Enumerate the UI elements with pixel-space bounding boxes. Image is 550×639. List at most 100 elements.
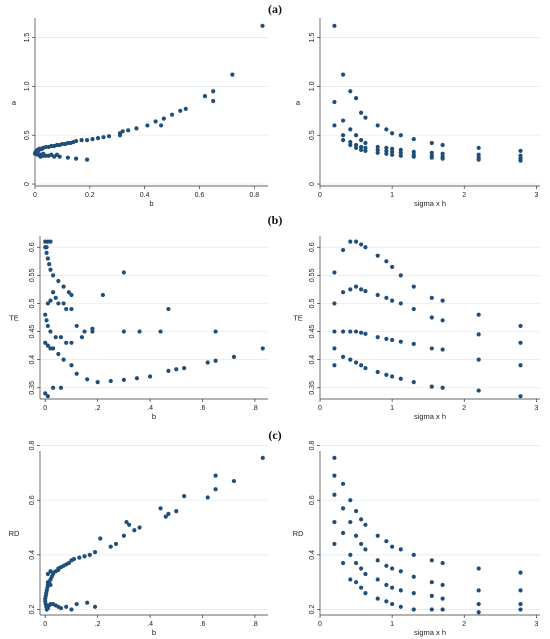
x-axis-label: sigma x h	[414, 412, 446, 421]
data-point	[353, 533, 359, 538]
data-point	[213, 487, 218, 492]
data-point	[518, 570, 523, 575]
data-point	[153, 119, 158, 124]
data-point	[332, 473, 337, 478]
data-point	[82, 554, 87, 559]
data-point	[429, 346, 434, 351]
data-point	[411, 380, 416, 385]
data-point	[363, 148, 368, 153]
data-point	[74, 156, 79, 161]
data-point	[74, 371, 79, 376]
y-tick-label: 0.55	[29, 268, 36, 282]
data-point	[51, 385, 56, 390]
data-point	[340, 560, 346, 566]
scatter-panel: 0 0.5 1.0 1.5 0 0.2 0.4 0.6 0.8 b a	[12, 18, 268, 208]
data-point	[51, 273, 56, 278]
y-axis-label: a	[12, 98, 17, 107]
data-point	[384, 148, 389, 153]
x-tick-label: 0	[318, 192, 322, 199]
x-tick-label: 0.6	[195, 192, 205, 199]
data-point	[375, 369, 380, 375]
data-point	[398, 273, 403, 278]
data-point	[260, 23, 265, 28]
data-point	[51, 290, 56, 295]
data-point	[134, 376, 140, 381]
data-point	[363, 591, 368, 596]
data-point	[58, 335, 64, 340]
y-tick-label: 0.5	[29, 298, 36, 308]
data-point	[398, 133, 403, 138]
x-axis-label: b	[152, 412, 156, 421]
data-point	[384, 127, 389, 132]
data-point	[359, 137, 364, 143]
data-point	[359, 517, 364, 522]
data-point	[79, 335, 85, 340]
data-point	[58, 385, 64, 390]
data-point	[48, 239, 53, 244]
data-point	[61, 284, 66, 289]
data-point	[411, 574, 416, 579]
data-point	[163, 514, 168, 519]
x-tick-label: 2	[462, 621, 466, 628]
data-point	[58, 606, 64, 611]
data-point	[121, 377, 126, 382]
data-point	[429, 315, 434, 320]
data-point	[353, 360, 359, 365]
data-point	[82, 329, 87, 334]
data-point	[174, 509, 179, 514]
data-point	[87, 552, 92, 557]
data-point	[398, 150, 403, 155]
data-point	[121, 533, 126, 538]
data-point	[213, 358, 218, 363]
data-point	[230, 72, 235, 77]
data-point	[117, 131, 123, 136]
data-point	[359, 147, 364, 152]
data-point	[182, 494, 187, 499]
data-point	[65, 155, 70, 160]
y-tick-label: 0.5	[309, 298, 316, 308]
data-point	[518, 607, 523, 612]
data-point	[260, 346, 265, 351]
data-point	[363, 365, 368, 371]
data-point	[205, 360, 210, 365]
data-point	[348, 239, 353, 244]
data-point	[56, 351, 61, 357]
y-tick-label: 0.5	[24, 130, 31, 140]
data-point	[64, 604, 69, 609]
data-point	[390, 298, 395, 303]
data-point	[411, 552, 416, 557]
data-point	[429, 150, 434, 155]
data-point	[359, 287, 364, 292]
data-point	[166, 368, 171, 373]
y-tick-label: 0.35	[309, 381, 316, 395]
data-point	[440, 151, 445, 156]
data-point	[48, 267, 53, 272]
data-point	[440, 596, 445, 601]
data-point	[348, 329, 353, 334]
data-point	[411, 607, 416, 612]
data-point	[45, 571, 50, 577]
data-point	[440, 142, 445, 148]
data-point	[476, 601, 481, 607]
data-point	[69, 363, 74, 368]
data-point	[48, 582, 53, 588]
data-point	[440, 385, 445, 390]
data-point	[359, 242, 364, 247]
data-point	[108, 544, 113, 549]
x-tick-label: 3	[534, 621, 538, 628]
data-point	[37, 146, 42, 151]
x-tick-label: 0	[43, 621, 47, 628]
y-tick-label: 0.6	[29, 242, 36, 252]
data-point	[375, 533, 380, 538]
data-point	[340, 133, 346, 138]
data-point	[348, 127, 353, 132]
data-point	[48, 329, 53, 334]
data-point	[411, 149, 416, 154]
data-point	[390, 149, 395, 154]
data-point	[137, 525, 142, 530]
data-point	[363, 140, 368, 146]
data-point	[202, 94, 208, 99]
data-point	[84, 157, 90, 162]
data-point	[411, 591, 416, 596]
data-point	[353, 580, 359, 585]
